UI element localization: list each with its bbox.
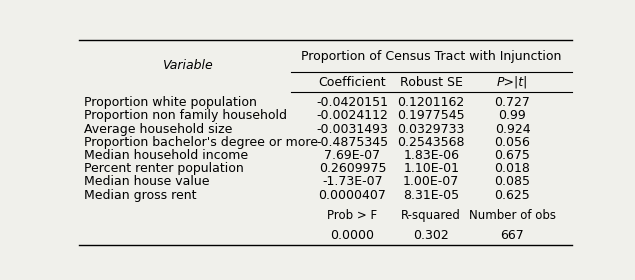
Text: Robust SE: Robust SE	[400, 76, 463, 88]
Text: 0.1201162: 0.1201162	[398, 96, 465, 109]
Text: Proportion of Census Tract with Injunction: Proportion of Census Tract with Injuncti…	[301, 50, 561, 63]
Text: Average household size: Average household size	[84, 123, 232, 136]
Text: 1.00E-07: 1.00E-07	[403, 176, 459, 188]
Text: Median household income: Median household income	[84, 149, 248, 162]
Text: Percent renter population: Percent renter population	[84, 162, 244, 175]
Text: 8.31E-05: 8.31E-05	[403, 189, 459, 202]
Text: R-squared: R-squared	[401, 209, 461, 222]
Text: -0.0031493: -0.0031493	[317, 123, 389, 136]
Text: 1.83E-06: 1.83E-06	[403, 149, 459, 162]
Text: 0.2609975: 0.2609975	[319, 162, 386, 175]
Text: Coefficient: Coefficient	[319, 76, 386, 88]
Text: 0.675: 0.675	[495, 149, 530, 162]
Text: 0.056: 0.056	[495, 136, 530, 149]
Text: Median gross rent: Median gross rent	[84, 189, 197, 202]
Text: 0.018: 0.018	[495, 162, 530, 175]
Text: Prob > F: Prob > F	[328, 209, 378, 222]
Text: 0.99: 0.99	[498, 109, 526, 122]
Text: Median house value: Median house value	[84, 176, 210, 188]
Text: Proportion white population: Proportion white population	[84, 96, 257, 109]
Text: 1.10E-01: 1.10E-01	[403, 162, 459, 175]
Text: -1.73E-07: -1.73E-07	[322, 176, 383, 188]
Text: 0.0000: 0.0000	[330, 229, 375, 242]
Text: P>|t|: P>|t|	[497, 76, 528, 88]
Text: -0.0420151: -0.0420151	[316, 96, 389, 109]
Text: Number of obs: Number of obs	[469, 209, 556, 222]
Text: 7.69E-07: 7.69E-07	[324, 149, 380, 162]
Text: 667: 667	[500, 229, 525, 242]
Text: 0.1977545: 0.1977545	[398, 109, 465, 122]
Text: 0.625: 0.625	[495, 189, 530, 202]
Text: 0.924: 0.924	[495, 123, 530, 136]
Text: 0.302: 0.302	[413, 229, 449, 242]
Text: -0.0024112: -0.0024112	[317, 109, 389, 122]
Text: Proportion non family household: Proportion non family household	[84, 109, 287, 122]
Text: 0.2543568: 0.2543568	[398, 136, 465, 149]
Text: 0.085: 0.085	[495, 176, 530, 188]
Text: 0.0329733: 0.0329733	[398, 123, 465, 136]
Text: 0.0000407: 0.0000407	[319, 189, 387, 202]
Text: 0.727: 0.727	[495, 96, 530, 109]
Text: Variable: Variable	[163, 59, 213, 73]
Text: Proportion bachelor's degree or more: Proportion bachelor's degree or more	[84, 136, 318, 149]
Text: -0.4875345: -0.4875345	[316, 136, 389, 149]
